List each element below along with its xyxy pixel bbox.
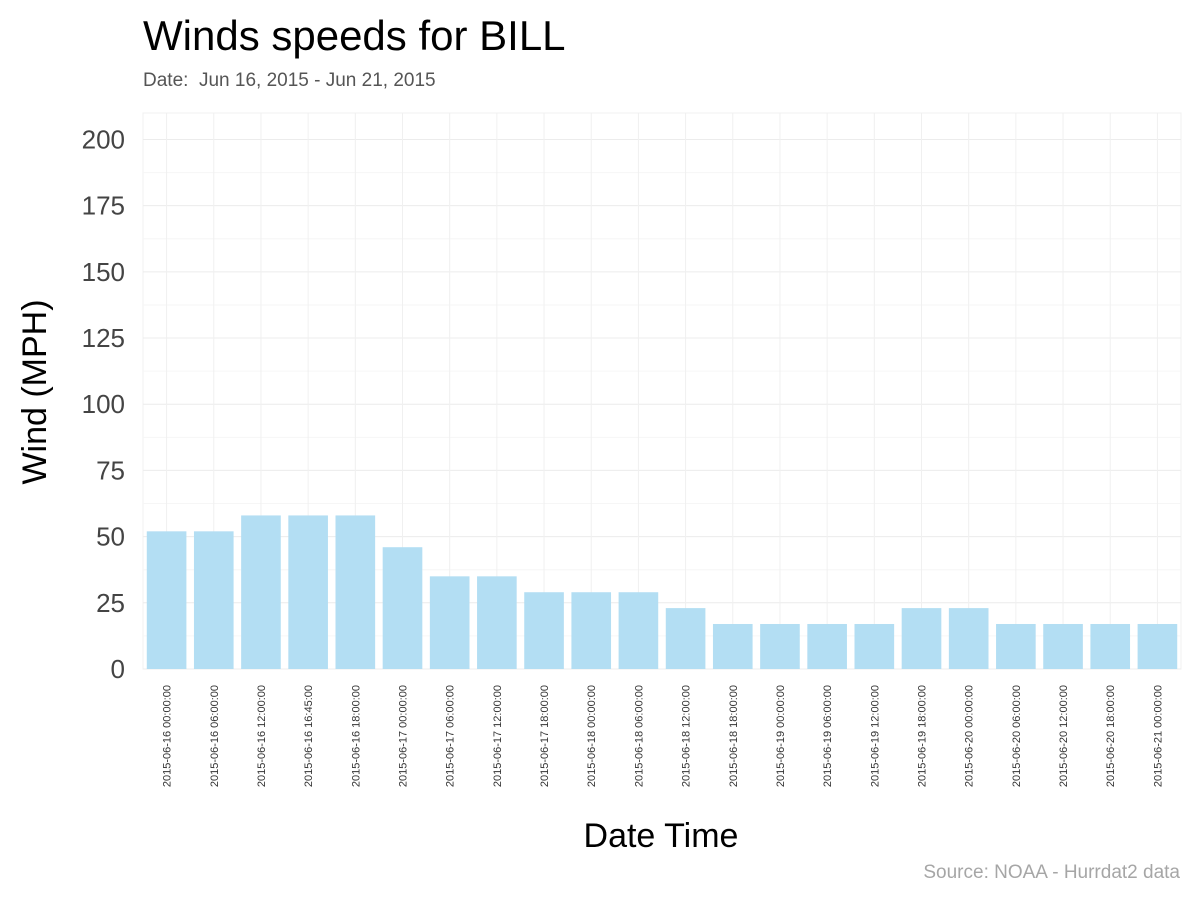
- bar: [524, 592, 564, 669]
- x-tick-label: 2015-06-16 18:00:00: [350, 685, 362, 787]
- bar: [241, 515, 281, 669]
- bar: [429, 576, 470, 669]
- x-tick-label: 2015-06-19 12:00:00: [869, 685, 881, 787]
- x-tick-label: 2015-06-20 18:00:00: [1105, 685, 1117, 787]
- bar: [901, 608, 942, 669]
- y-tick-label: 125: [82, 323, 125, 353]
- y-axis-ticks: 0 25 50 75 100 125 150 175 200: [82, 124, 125, 684]
- bar: [1137, 623, 1178, 669]
- x-tick-label: 2015-06-16 06:00:00: [209, 685, 221, 787]
- x-tick-label: 2015-06-17 18:00:00: [539, 685, 551, 787]
- bar: [996, 623, 1036, 669]
- y-tick-label: 25: [96, 588, 125, 618]
- bar: [1090, 623, 1131, 669]
- bar: [335, 515, 376, 669]
- bar: [1043, 623, 1083, 669]
- bar: [807, 623, 847, 669]
- bar: [665, 608, 706, 669]
- bar: [618, 592, 659, 669]
- x-tick-label: 2015-06-19 00:00:00: [775, 685, 787, 787]
- x-tick-label: 2015-06-17 00:00:00: [398, 685, 410, 787]
- bar: [571, 592, 612, 669]
- bar: [712, 623, 753, 669]
- bar: [193, 531, 234, 669]
- x-axis-ticks: 2015-06-16 00:00:00 2015-06-16 06:00:00 20…: [162, 685, 1165, 787]
- y-axis-title: Wind (MPH): [16, 299, 54, 484]
- chart-title: Winds speeds for BILL: [143, 12, 566, 59]
- x-tick-label: 2015-06-18 12:00:00: [681, 685, 693, 787]
- y-tick-label: 175: [82, 191, 125, 221]
- y-tick-label: 50: [96, 522, 125, 552]
- x-tick-label: 2015-06-18 00:00:00: [586, 685, 598, 787]
- bar: [382, 547, 423, 669]
- y-tick-label: 150: [82, 257, 125, 287]
- x-tick-label: 2015-06-18 06:00:00: [633, 685, 645, 787]
- bar: [760, 623, 800, 669]
- y-tick-label: 0: [111, 654, 125, 684]
- bar: [146, 531, 187, 669]
- x-tick-label: 2015-06-20 12:00:00: [1058, 685, 1070, 787]
- x-tick-label: 2015-06-19 18:00:00: [917, 685, 929, 787]
- x-tick-label: 2015-06-17 06:00:00: [445, 685, 457, 787]
- x-tick-label: 2015-06-16 00:00:00: [162, 685, 174, 787]
- chart-subtitle: Date: Jun 16, 2015 - Jun 21, 2015: [143, 70, 436, 91]
- source-caption: Source: NOAA - Hurrdat2 data: [923, 862, 1180, 883]
- x-tick-label: 2015-06-18 18:00:00: [728, 685, 740, 787]
- bar: [477, 576, 517, 669]
- x-axis-title: Date Time: [584, 817, 739, 855]
- y-tick-label: 200: [82, 124, 125, 154]
- bar: [854, 623, 895, 669]
- x-tick-label: 2015-06-20 06:00:00: [1011, 685, 1023, 787]
- x-tick-label: 2015-06-17 12:00:00: [492, 685, 504, 787]
- x-tick-label: 2015-06-16 16:45:00: [303, 685, 315, 787]
- bar: [948, 608, 989, 669]
- x-tick-label: 2015-06-19 06:00:00: [822, 685, 834, 787]
- y-tick-label: 75: [96, 455, 125, 485]
- x-tick-label: 2015-06-21 00:00:00: [1152, 685, 1164, 787]
- x-tick-label: 2015-06-20 00:00:00: [964, 685, 976, 787]
- y-tick-label: 100: [82, 389, 125, 419]
- x-tick-label: 2015-06-16 12:00:00: [256, 685, 268, 787]
- bar: [288, 515, 328, 669]
- bars: [146, 515, 1178, 669]
